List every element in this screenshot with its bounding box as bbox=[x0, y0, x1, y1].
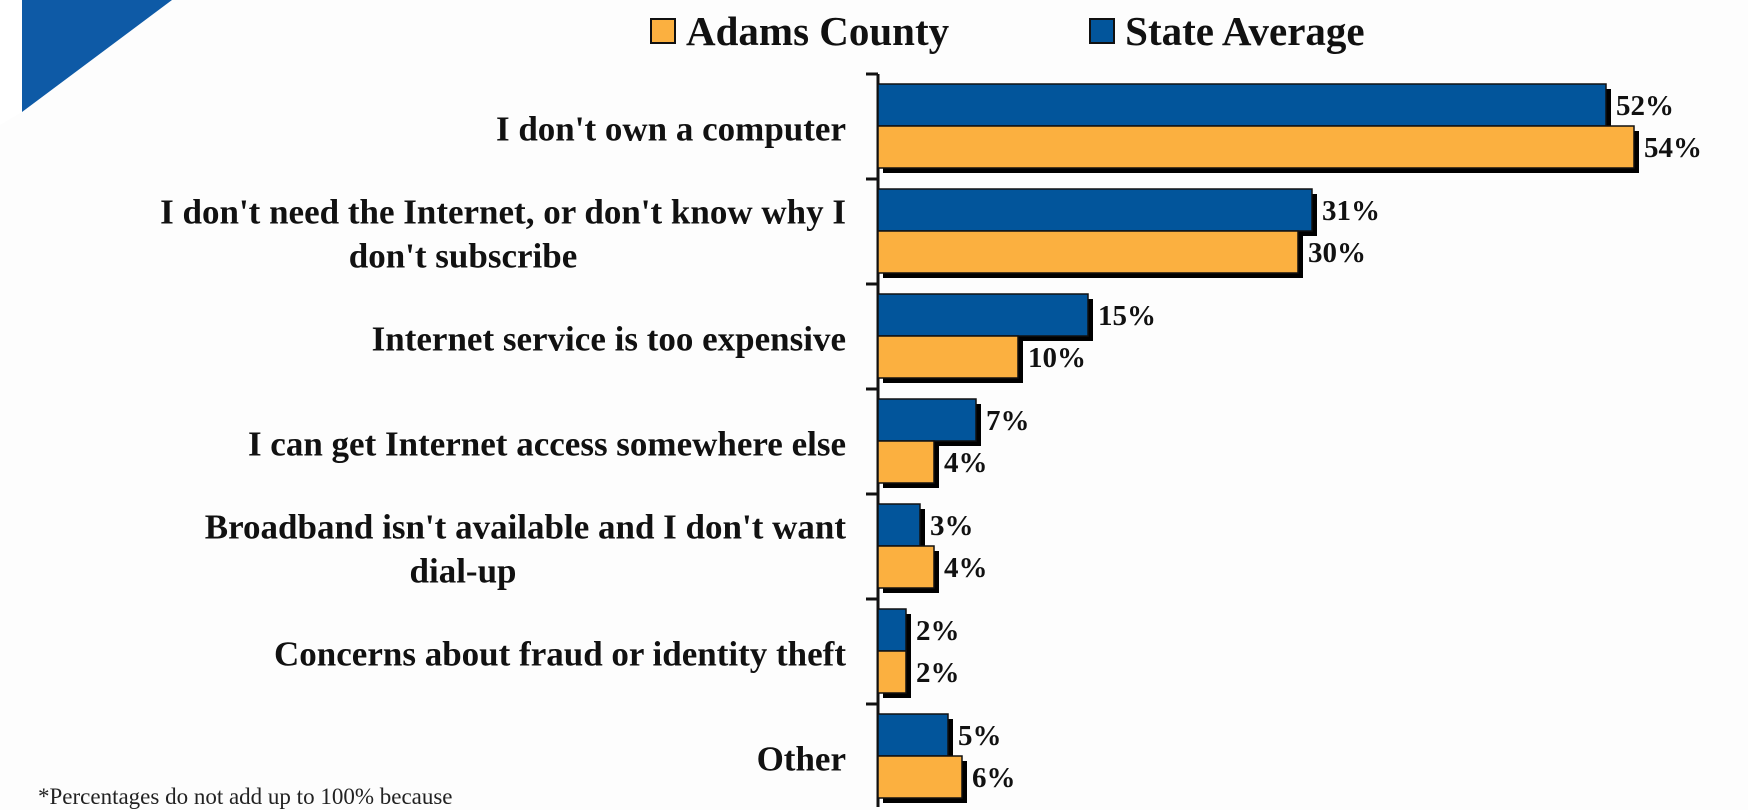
data-label-state-average: 2% bbox=[916, 615, 960, 647]
category-label: Other bbox=[757, 740, 846, 779]
bar-adams-county bbox=[877, 125, 1635, 169]
corner-decoration bbox=[0, 0, 172, 125]
data-label-state-average: 7% bbox=[986, 405, 1030, 437]
bar-adams-county bbox=[877, 335, 1019, 379]
data-label-adams-county: 4% bbox=[944, 447, 988, 479]
category-label: Concerns about fraud or identity theft bbox=[274, 635, 846, 674]
bar-adams-county bbox=[877, 650, 907, 694]
legend: Adams County State Average bbox=[650, 6, 1505, 56]
legend-label-adams-county: Adams County bbox=[686, 8, 950, 54]
data-label-state-average: 31% bbox=[1322, 195, 1380, 227]
bar-state-average bbox=[877, 188, 1313, 232]
legend-swatch-state-average bbox=[1089, 18, 1116, 44]
data-label-adams-county: 4% bbox=[944, 552, 988, 584]
bar-state-average bbox=[877, 608, 907, 652]
category-label: I don't need the Internet, or don't know… bbox=[160, 193, 846, 276]
category-label: Broadband isn't available and I don't wa… bbox=[205, 508, 847, 591]
category-label: I don't own a computer bbox=[496, 110, 846, 149]
legend-swatch-adams-county bbox=[650, 18, 676, 44]
data-label-adams-county: 2% bbox=[916, 657, 960, 689]
data-label-state-average: 52% bbox=[1616, 90, 1674, 122]
data-label-state-average: 5% bbox=[958, 720, 1002, 752]
legend-label-state-average: State Average bbox=[1125, 8, 1365, 54]
category-label: Internet service is too expensive bbox=[372, 320, 846, 359]
bar-adams-county bbox=[877, 230, 1299, 274]
data-label-adams-county: 10% bbox=[1028, 342, 1086, 374]
data-label-adams-county: 30% bbox=[1308, 237, 1366, 269]
bar-state-average bbox=[877, 398, 977, 442]
data-label-adams-county: 6% bbox=[972, 762, 1016, 794]
category-label: I can get Internet access somewhere else bbox=[248, 425, 846, 464]
bar-state-average bbox=[877, 503, 921, 547]
legend-item-adams-county: Adams County bbox=[650, 7, 949, 55]
bar-state-average bbox=[877, 293, 1089, 337]
bar-adams-county bbox=[877, 545, 935, 589]
legend-item-state-average: State Average bbox=[1089, 7, 1365, 55]
bar-adams-county bbox=[877, 755, 963, 799]
bar-state-average bbox=[877, 713, 949, 757]
data-label-state-average: 3% bbox=[930, 510, 974, 542]
data-label-state-average: 15% bbox=[1098, 300, 1156, 332]
footnote: *Percentages do not add up to 100% becau… bbox=[38, 784, 453, 809]
bar-adams-county bbox=[877, 440, 935, 484]
data-label-adams-county: 54% bbox=[1644, 132, 1702, 164]
bar-state-average bbox=[877, 83, 1607, 127]
